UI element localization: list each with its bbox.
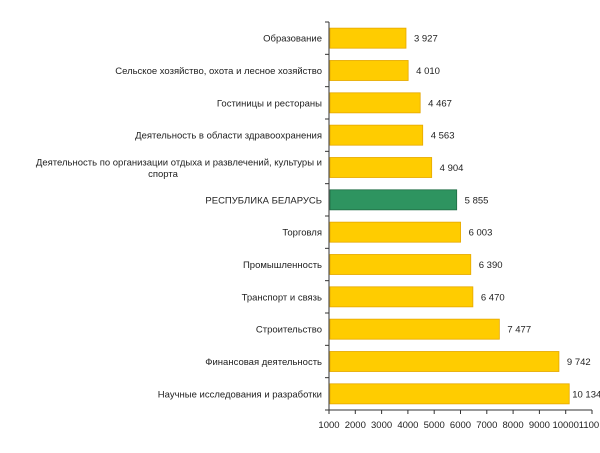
category-label: Сельское хозяйство, охота и лесное хозяй… [115,66,322,77]
bar [329,157,433,178]
value-label: 6 470 [481,292,505,303]
category-label: Деятельность по организации отдыха и раз… [36,157,322,180]
bar [329,351,560,372]
value-label: 10 134 [572,389,600,400]
category-label: Деятельность в области здравоохранения [135,131,322,142]
bar-highlight [329,189,458,211]
bar [329,318,500,340]
value-label: 4 563 [431,131,455,142]
category-label: Научные исследования и разработки [158,389,322,400]
x-tick-label: 3000 [371,420,392,431]
x-tick-label: 10000 [552,420,578,431]
value-label: 4 010 [416,66,440,77]
x-tick-label: 2000 [345,420,366,431]
category-label-line: Деятельность по организации отдыха и раз… [36,157,322,168]
value-label: 4 904 [440,163,464,174]
category-label: Гостиницы и рестораны [217,98,322,109]
bar [329,92,421,114]
x-tick-label: 8000 [503,420,524,431]
value-label: 7 477 [507,325,531,336]
bar [329,27,407,49]
value-label: 6 003 [469,228,493,239]
bar [329,124,424,146]
category-label: Финансовая деятельность [205,357,322,368]
bars-group [329,27,570,405]
x-tick-label: 7000 [476,420,497,431]
x-tick-label: 4000 [397,420,418,431]
category-label: Промышленность [243,260,322,271]
axes: 1000 2000 3000 4000 5000 6000 7000 8000 9000 1000… [318,21,599,431]
value-label: 3 927 [414,34,438,45]
value-label: 4 467 [428,98,452,109]
bar [329,221,461,243]
category-label: Строительство [256,325,322,336]
category-label: Транспорт и связь [242,292,322,303]
value-label: 6 390 [479,260,503,271]
bar [329,60,409,81]
category-label: Образование [263,34,322,45]
category-label: РЕСПУБЛИКА БЕЛАРУСЬ [205,195,322,206]
category-label: Торговля [282,228,322,239]
x-tick-label: 6000 [450,420,471,431]
bar [329,383,570,405]
x-tick-label: 1100 [579,420,599,431]
x-tick-label: 1000 [318,420,339,431]
value-label: 9 742 [567,357,591,368]
value-label: 5 855 [465,195,489,206]
value-labels: 3 927 4 010 4 467 4 563 4 904 5 855 6 003 6 390… [414,34,600,401]
x-tick-label: 5000 [424,420,445,431]
bar [329,286,474,308]
x-tick-label: 9000 [529,420,550,431]
category-label-line: спорта [148,169,178,180]
bar [329,254,472,275]
category-labels: Образование Сельское хозяйство, охота и л… [36,34,322,401]
